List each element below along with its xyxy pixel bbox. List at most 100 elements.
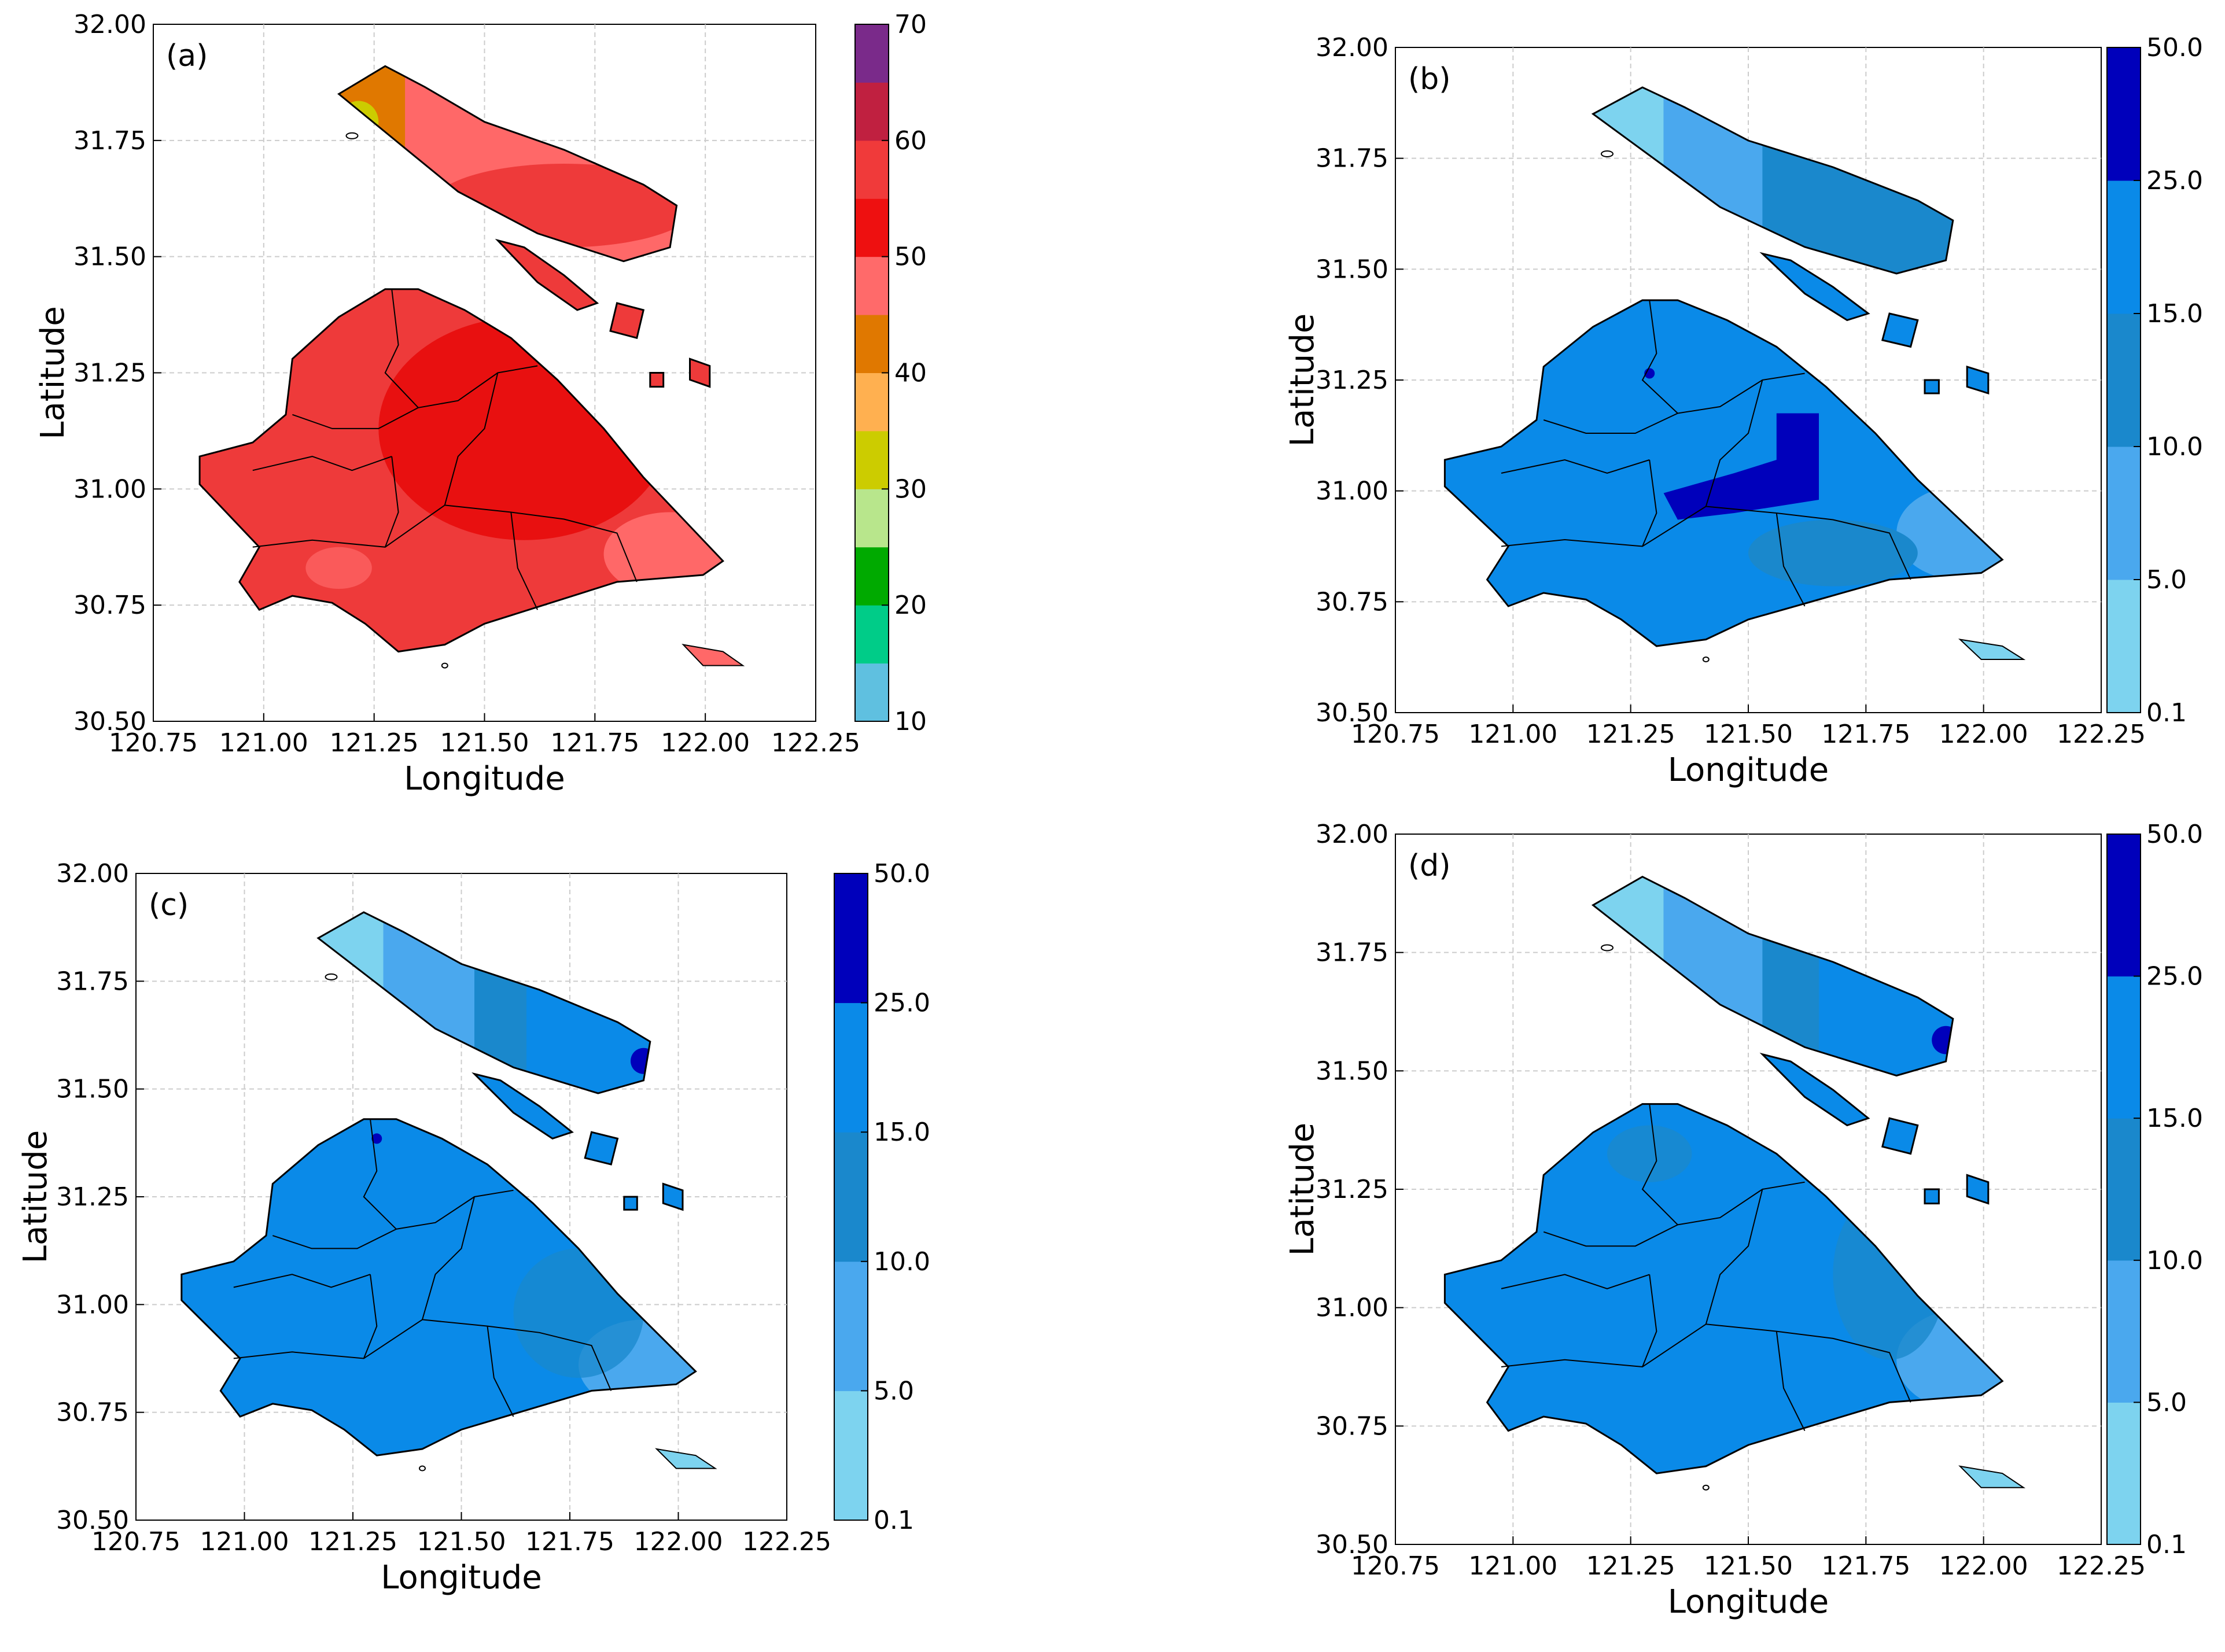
x-tick-label: 121.75 — [1821, 1551, 1910, 1581]
colorbar-segment — [2107, 834, 2141, 977]
colorbar-tick-label: 50.0 — [2146, 820, 2203, 849]
district-boundary — [1705, 506, 1911, 580]
islet — [419, 1465, 426, 1472]
district-boundary — [422, 1319, 612, 1391]
island-offshore — [1958, 1465, 2026, 1488]
field-overlays — [1644, 368, 2003, 587]
y-tick-label: 32.00 — [73, 10, 146, 39]
panel-a: 120.75 121.00 121.25 121.50 121.75 122.00 122.… — [34, 10, 927, 798]
island-1 — [495, 238, 599, 311]
colorbar-tick-label: 50.0 — [874, 859, 930, 888]
district-boundary — [1677, 373, 1805, 414]
colorbar-segment — [855, 140, 889, 199]
y-tick-label: 31.75 — [1316, 144, 1388, 174]
islet — [1702, 1484, 1710, 1491]
panel-c: 120.75 121.00 121.25 121.50 121.75 122.00 122.… — [17, 859, 930, 1596]
colorbar-segment — [855, 198, 889, 257]
x-tick-label: 121.25 — [308, 1527, 397, 1557]
coastline-mainland — [1443, 1103, 2004, 1474]
district-boundary — [384, 289, 419, 408]
colorbar-tick-label: 50.0 — [2146, 33, 2203, 62]
colorbar-tick-label: 15.0 — [2146, 1104, 2203, 1133]
colorbar-tick-label: 0.1 — [874, 1506, 914, 1535]
island-4 — [1924, 1188, 1940, 1205]
colorbar-segment — [855, 24, 889, 83]
islet-north — [325, 973, 338, 980]
x-axis-label: Longitude — [1668, 751, 1829, 789]
district-boundary — [444, 504, 638, 582]
x-tick-label: 121.00 — [1468, 720, 1557, 749]
x-tick-label: 120.75 — [91, 1527, 180, 1557]
y-tick-label: 30.75 — [56, 1398, 129, 1428]
x-tick-label: 121.25 — [1586, 1551, 1675, 1581]
x-tick-label: 120.75 — [1351, 1551, 1440, 1581]
colorbar-frame — [2106, 834, 2141, 1545]
island-offshore — [655, 1448, 717, 1469]
colorbar-tick-label: 30 — [894, 474, 927, 504]
district-boundary — [487, 1326, 514, 1417]
district-boundary — [418, 365, 538, 408]
island-1 — [1759, 252, 1870, 322]
district-boundary — [1642, 1274, 1657, 1367]
x-axis-label: Longitude — [381, 1559, 542, 1596]
island-4 — [1924, 379, 1940, 394]
y-tick-label: 31.00 — [1316, 1293, 1388, 1323]
y-axis-label: Latitude — [1284, 314, 1321, 447]
colorbar-tick-label: 10 — [894, 707, 927, 736]
island-1 — [1759, 1052, 1870, 1127]
panel-label: (d) — [1408, 849, 1451, 883]
colorbar-segment — [2107, 976, 2141, 1119]
district-boundary — [1705, 1323, 1911, 1403]
district-boundary — [422, 1196, 475, 1320]
y-axis-label: Latitude — [34, 306, 72, 439]
district-boundary — [233, 1274, 371, 1288]
x-tick-label: 121.75 — [1821, 720, 1910, 749]
district-boundary — [1543, 412, 1678, 434]
colorbar-segment — [855, 430, 889, 489]
island-offshore — [1958, 639, 2026, 660]
district-boundary — [396, 1189, 514, 1230]
colorbar-tick-label: 40 — [894, 359, 927, 388]
islet-north — [1601, 150, 1614, 157]
colorbar-segment — [2107, 1402, 2141, 1545]
panel-b: 120.75 121.00 121.25 121.50 121.75 122.00 122.… — [1284, 33, 2203, 789]
colorbar-tick-label: 5.0 — [2146, 565, 2187, 595]
island-offshore — [682, 643, 745, 666]
x-tick-label: 122.00 — [661, 728, 750, 758]
y-tick-label: 31.50 — [1316, 1056, 1388, 1086]
x-tick-label: 121.00 — [200, 1527, 289, 1557]
colorbar-segment — [2107, 47, 2141, 181]
colorbar-tick-label: 20 — [894, 591, 927, 620]
colorbar-segment — [834, 1261, 868, 1391]
land-fill-mainland — [1445, 1104, 2003, 1474]
district-boundary — [1642, 459, 1657, 547]
district-boundary — [363, 1274, 378, 1359]
colorbar-tick-label: 25.0 — [2146, 962, 2203, 991]
x-tick-label: 122.00 — [634, 1527, 723, 1557]
district-boundary — [1543, 1224, 1678, 1247]
island-3 — [689, 357, 711, 388]
y-tick-label: 31.00 — [1316, 477, 1388, 506]
y-tick-label: 32.00 — [56, 859, 129, 888]
colorbar-segment — [834, 1002, 868, 1133]
colorbar-tick-label: 10.0 — [2146, 1246, 2203, 1275]
colorbar-tick-label: 50 — [894, 242, 927, 272]
island-3 — [662, 1182, 684, 1211]
district-boundary — [1705, 1189, 1763, 1325]
x-tick-label: 122.25 — [742, 1527, 831, 1557]
field-edge-west — [305, 547, 372, 589]
colorbar-tick-label: 0.1 — [2146, 1530, 2187, 1559]
x-tick-label: 121.00 — [1468, 1551, 1557, 1581]
district-boundary — [252, 456, 392, 471]
field-dark — [1663, 413, 1819, 520]
coastline-chongming — [1591, 875, 1954, 1077]
island-3 — [1966, 1174, 1990, 1205]
x-axis-label: Longitude — [1668, 1583, 1829, 1621]
district-boundary — [272, 1229, 397, 1249]
colorbar-segment — [855, 547, 889, 606]
x-tick-label: 121.50 — [1704, 720, 1793, 749]
x-tick-label: 121.75 — [525, 1527, 614, 1557]
x-axis-label: Longitude — [404, 760, 565, 798]
colorbar-tick-label: 10.0 — [2146, 432, 2203, 462]
